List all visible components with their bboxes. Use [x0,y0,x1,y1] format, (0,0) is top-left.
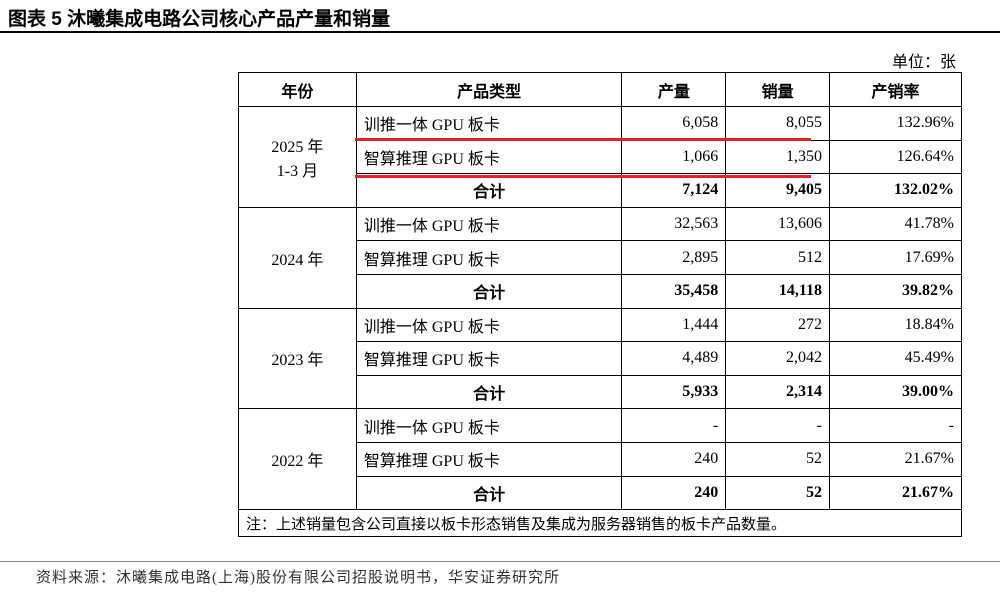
cell: 6,058 [621,106,727,141]
cell: 52 [725,475,830,511]
table: 年份 产品类型 产量 销量 产销率 2025 年 1-3 月训推一体 GPU 板卡 6,058… [238,72,963,538]
row: 2023 年 训推一体 GPU 板卡 1,444 272 18.84% [238,307,963,410]
cell: 5,933 [621,374,727,410]
cell: - [725,408,830,443]
column-header: 年份 [238,72,357,107]
row: 合计 5,933 2,314 39.00% [239,374,963,410]
cell: 2,042 [725,341,830,376]
year-text: 2025 年 [271,138,324,156]
cell: 126.64% [828,139,963,175]
cell: 2,895 [621,240,727,275]
rule [0,31,1000,33]
cell: 45.49% [828,341,963,376]
cell: 8,055 [725,106,830,141]
row: 2024 年 训推一体 GPU 板卡 32,563 13,606 41.78% [238,206,963,309]
cell: 17.69% [828,240,963,275]
row: 合计 35,458 14,118 39.82% [239,273,963,309]
row: 智算推理 GPU 板卡 4,489 2,042 45.49% [239,341,963,376]
cell: 240 [621,475,727,511]
year-cell: 2024 年 [238,206,357,309]
cell: 训推一体 GPU 板卡 [355,307,623,343]
year-text: 2022 年 [271,453,324,471]
cell: 1,350 [725,139,830,175]
cell: 39.82% [828,273,963,309]
year-cell: 2023 年 [238,307,357,410]
cell: 训推一体 GPU 板卡 [355,106,623,141]
cell: 智算推理 GPU 板卡 [355,441,623,477]
cell: 合计 [355,273,623,309]
cell: 智算推理 GPU 板卡 [355,139,623,175]
cell: 合计 [355,374,623,410]
cell: 1,444 [621,307,727,343]
cell: 7,124 [621,173,727,208]
highlight-line [355,138,811,141]
title: 图表 5 沐曦集成电路公司核心产品产量和销量 [8,9,391,30]
year-cell: 2025 年 1-3 月 [238,106,357,208]
cell: 35,458 [621,273,727,309]
year-cell: 2022 年 [238,408,357,511]
column-header: 销量 [725,72,830,107]
cell: - [621,408,727,443]
note-row: 注：上述销量包含公司直接以板卡形态销售及集成为服务器销售的板卡产品数量。 [238,509,962,537]
note: 注：上述销量包含公司直接以板卡形态销售及集成为服务器销售的板卡产品数量。 [238,509,962,537]
header-row: 年份 产品类型 产量 销量 产销率 [238,72,963,107]
cell: 21.67% [828,475,963,511]
unit: 单位：张 [891,54,956,71]
cell: 132.96% [828,106,963,141]
cell: 1,066 [621,139,727,175]
cell: 9,405 [725,173,830,208]
row: 合计 240 52 21.67% [239,475,963,511]
year-text: 1-3 月 [276,162,319,180]
cell: 18.84% [828,307,963,343]
row: 智算推理 GPU 板卡 240 52 21.67% [239,441,963,477]
cell: 合计 [355,173,623,208]
row: 2025 年 1-3 月 训推一体 GPU 板卡 6,058 8,055 132.96% [238,106,963,208]
cell: 32,563 [621,206,727,242]
cell: 智算推理 GPU 板卡 [355,240,623,275]
cell: 39.00% [828,374,963,410]
cell: 训推一体 GPU 板卡 [355,408,623,443]
cell: 240 [621,441,727,477]
column-header: 产销率 [828,72,963,107]
cell: 4,489 [621,341,727,376]
cell: 272 [725,307,830,343]
cell: 2,314 [725,374,830,410]
row: 智算推理 GPU 板卡 1,066 1,350 126.64% [239,139,963,175]
row: 2022 年训推一体 GPU 板卡 - - - [238,408,963,511]
cell: 智算推理 GPU 板卡 [355,341,623,376]
cell: - [828,408,963,443]
cell: 52 [725,441,830,477]
column-header: 产品类型 [355,72,623,107]
cell: 512 [725,240,830,275]
cell: 21.67% [828,441,963,477]
column-header: 产量 [621,72,727,107]
source: 资料来源：沐曦集成电路(上海)股份有限公司招股说明书，华安证券研究所 [36,570,560,586]
cell: 13,606 [725,206,830,242]
cell: 14,118 [725,273,830,309]
year-text: 2024 年 [271,251,324,269]
cell: 合计 [355,475,623,511]
row: 智算推理 GPU 板卡 2,895 512 17.69% [239,240,963,275]
rule [0,561,1000,562]
row: 合计 7,124 9,405 132.02% [239,173,963,208]
cell: 41.78% [828,206,963,242]
cell: 训推一体 GPU 板卡 [355,206,623,242]
cell: 132.02% [828,173,963,208]
year-text: 2023 年 [271,352,324,370]
highlight-line [355,175,811,178]
